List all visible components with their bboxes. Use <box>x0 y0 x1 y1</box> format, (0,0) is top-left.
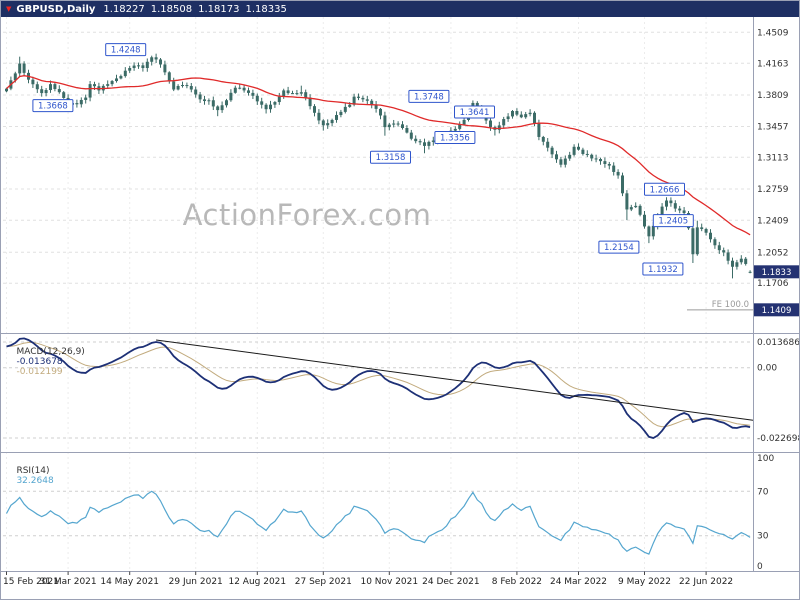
swing-price-label-text: 1.3641 <box>460 108 490 118</box>
macd-main-line <box>6 337 751 439</box>
price-axis-label: 1.2409 <box>757 216 789 226</box>
current-price-axis-box-text: 1.1833 <box>762 268 792 278</box>
date-label: 9 May 2022 <box>618 577 671 587</box>
swing-price-label: 1.3668 <box>32 99 74 113</box>
date-label: 31 Mar 2021 <box>40 577 97 587</box>
quote-close: 1.18335 <box>245 3 287 15</box>
rsi-axis-label: 0 <box>757 562 763 572</box>
price-axis-label: 1.2052 <box>757 248 789 258</box>
price-axis-label: 1.2759 <box>757 185 789 195</box>
rsi-line <box>5 490 751 555</box>
price-axis: 1.4509 1.4163 1.3809 1.3457 1.3113 1.2759 1.24… <box>753 17 800 572</box>
swing-price-label: 1.3748 <box>408 89 450 103</box>
swing-price-label-text: 1.2154 <box>604 243 634 253</box>
macd-axis-max: 0.013686 <box>757 338 800 348</box>
rsi-value: 32.2648 <box>16 476 54 486</box>
swing-price-label-text: 1.3668 <box>38 102 68 112</box>
swing-price-label-text: 1.2666 <box>650 185 680 195</box>
date-label: 8 Feb 2022 <box>492 577 542 587</box>
swing-price-label: 1.2154 <box>598 240 640 254</box>
quote-low: 1.18173 <box>198 3 240 15</box>
swing-price-label: 1.2405 <box>652 214 694 228</box>
date-label: 29 Jun 2021 <box>169 577 223 587</box>
vertical-gridlines <box>6 17 707 571</box>
swing-price-label-text: 1.1932 <box>648 265 678 275</box>
quote-open: 1.18227 <box>103 3 145 15</box>
date-label: 15 Feb 2021 <box>3 577 59 587</box>
rsi-axis-label: 70 <box>757 487 769 497</box>
macd-panel <box>3 337 754 439</box>
price-axis-label: 1.3809 <box>757 91 789 101</box>
macd-axis-min: -0.022698 <box>757 434 800 444</box>
price-axis-label: 1.4163 <box>757 59 789 69</box>
swing-price-label: 1.3158 <box>370 150 411 164</box>
current-price-axis-box: 1.1833 <box>754 265 799 279</box>
swing-price-label: 1.3641 <box>454 105 495 119</box>
rsi-panel <box>3 490 753 555</box>
date-label: 10 Nov 2021 <box>360 577 418 587</box>
fe-level-label: FE 100.0 <box>712 300 749 310</box>
panel-separators <box>1 17 799 572</box>
price-axis-label: 1.3113 <box>757 153 789 163</box>
macd-header: MACD(12,26,9) -0.013678 -0.012199 <box>5 337 90 387</box>
date-label: 24 Dec 2021 <box>422 577 480 587</box>
date-label: 14 May 2021 <box>100 577 159 587</box>
swing-price-label: 1.4248 <box>105 43 147 57</box>
macd-label: MACD(12,26,9) <box>16 347 85 357</box>
moving-average-line <box>6 75 751 236</box>
swing-price-label-text: 1.3356 <box>440 134 470 144</box>
swing-price-label-text: 1.4248 <box>111 46 141 56</box>
swing-price-label: 1.2666 <box>644 182 685 196</box>
fibonacci-extension-line: FE 100.0 <box>687 300 753 311</box>
price-down-triangle-icon: ▼ <box>6 4 12 13</box>
macd-value-signal: -0.012199 <box>16 367 63 377</box>
price-axis-label: 1.1706 <box>757 279 789 289</box>
rsi-label: RSI(14) <box>16 466 50 476</box>
target-price-axis-box-text: 1.1409 <box>762 306 792 316</box>
date-label: 22 Jun 2022 <box>679 577 733 587</box>
swing-price-labels: 1.4248 1.3668 1.3748 1.3641 1.3356 1.3158 1.26… <box>32 43 694 276</box>
swing-price-label-text: 1.3748 <box>414 92 444 102</box>
date-label: 12 Aug 2021 <box>228 577 286 587</box>
date-label: 24 Mar 2022 <box>550 577 607 587</box>
rsi-axis-label: 100 <box>757 454 774 464</box>
price-axis-label: 1.4509 <box>757 28 789 38</box>
target-price-axis-box: 1.1409 <box>754 303 799 317</box>
swing-price-label: 1.1932 <box>642 262 684 276</box>
titlebar: ▼ GBPUSD,Daily 1.18227 1.18508 1.18173 1… <box>1 1 799 17</box>
swing-price-label-text: 1.2405 <box>658 217 688 227</box>
quote-high: 1.18508 <box>150 3 193 15</box>
rsi-header: RSI(14) 32.2648 <box>5 456 59 496</box>
macd-trendline <box>156 339 754 421</box>
swing-price-label-text: 1.3158 <box>376 153 406 163</box>
rsi-axis-label: 30 <box>757 532 769 542</box>
macd-axis-zero: 0.00 <box>757 364 777 374</box>
symbol-title: GBPUSD,Daily <box>16 3 96 15</box>
price-axis-label: 1.3457 <box>757 122 789 132</box>
swing-price-label: 1.3356 <box>434 131 476 145</box>
macd-value-main: -0.013678 <box>16 357 63 367</box>
date-label: 27 Sep 2021 <box>295 577 352 587</box>
macd-signal-line <box>6 342 751 428</box>
